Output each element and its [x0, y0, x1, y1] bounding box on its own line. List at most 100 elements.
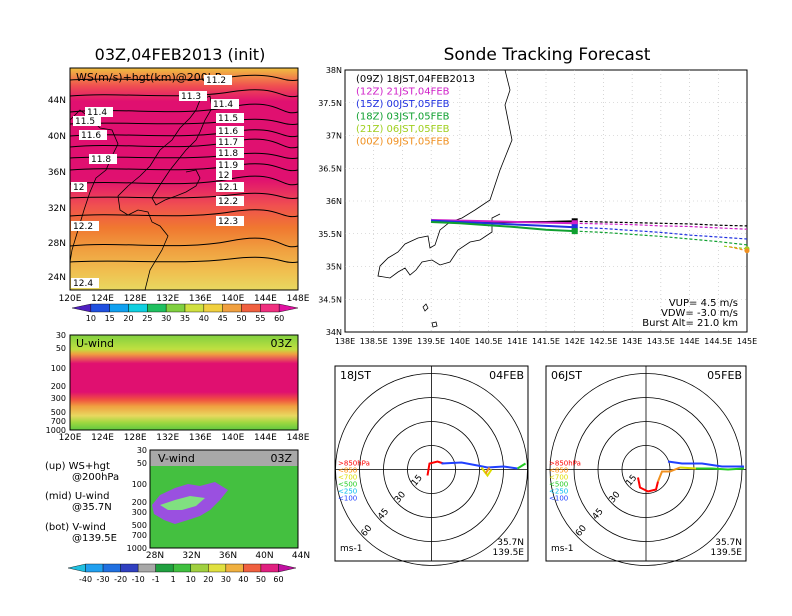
ws-colorbar-swatch — [147, 303, 167, 313]
tracking-annotation: VDW= -3.0 m/s — [661, 308, 738, 319]
wind-colorbar-tick: 10 — [186, 575, 196, 584]
wind-colorbar-tick: 60 — [273, 575, 283, 584]
lon-tick-label: 140E — [221, 433, 244, 443]
hodo-trace — [441, 461, 518, 470]
lon-tick-label: 139E — [392, 337, 412, 346]
hodo-level-label: <700 — [549, 474, 568, 482]
hodo-ring — [597, 421, 695, 518]
contour-label: 11.6 — [81, 131, 101, 141]
contour-label: 12 — [73, 183, 84, 193]
hodo-time: 06JST — [551, 369, 582, 382]
ws-colorbar-tick: 60 — [274, 314, 284, 323]
hodo-ring — [621, 445, 671, 494]
lat-tick-label: 37N — [326, 132, 342, 141]
lat-tick-label: 40N — [255, 551, 273, 561]
pressure-tick-label: 1000 — [46, 426, 66, 435]
contour-labels: 11.211.311.411.411.5 11.511.6 11.611.711.8… — [71, 75, 244, 289]
ws-colorbar-tick: 55 — [255, 314, 265, 323]
tracking-annotation: Burst Alt= 21.0 km — [642, 318, 738, 329]
tracking-lat-ticks: 38N 37.5N 37N 36.5N 36N 35.5N 35N 34.5N 34N — [318, 66, 342, 337]
contour-label: 12.3 — [218, 217, 238, 227]
lat-tick-label: 36N — [326, 197, 342, 206]
tracking-legend: (09Z) 18JST,04FEB2013(12Z) 21JST,04FEB(1… — [356, 74, 475, 148]
hodo-level-label: >850hPa — [549, 460, 581, 468]
tracking-grid — [345, 70, 747, 332]
lon-tick-label: 144.5E — [704, 337, 732, 346]
hodo-ring — [359, 397, 504, 542]
ws-panel-label: WS(m/s)+hgt(km)@200hPa — [76, 71, 228, 84]
legend-up-1: (up) WS+hgt — [45, 461, 110, 472]
tracking-map: 138E 138.5E 139E 139.5E 140E 140.5E 141E 141.5E… — [318, 66, 757, 346]
hodo-level-label: <100 — [549, 495, 568, 503]
track-line-dashed — [574, 230, 748, 246]
u-wind-lon-ticks: 120E 124E 128E 132E 136E 140E 144E 148E — [59, 433, 310, 443]
hodo-location: 35.7N — [715, 538, 742, 548]
track-line-dashed — [729, 246, 748, 252]
track-line-dashed — [723, 245, 748, 250]
burst-marker — [571, 228, 578, 235]
ws-hgt-map-panel: WS(m/s)+hgt(km)@200hPa 11.211.311.411.41… — [48, 67, 310, 304]
contour-label-bg — [216, 196, 244, 206]
height-contour-line — [69, 237, 299, 248]
ws-colorbar-swatch — [278, 303, 299, 313]
lon-tick-label: 138E — [335, 337, 355, 346]
lon-tick-labels: 120E 124E 128E 132E 136E 140E 144E 148E — [59, 294, 310, 304]
burst-marker — [571, 224, 578, 231]
lon-tick-label: 145E — [737, 337, 757, 346]
pressure-tick-label: 700 — [51, 417, 66, 426]
ws-map-frame — [69, 67, 299, 291]
pressure-tick-label: 50 — [56, 344, 66, 353]
lon-tick-label: 142E — [565, 337, 585, 346]
height-contour-line — [69, 209, 299, 218]
contour-label-bg — [211, 99, 239, 109]
lat-tick-label: 38N — [326, 66, 342, 75]
contour-label: 11.3 — [181, 92, 201, 102]
pressure-tick-label: 500 — [51, 408, 66, 417]
pressure-tick-label: 200 — [51, 382, 66, 391]
contour-label-bg — [216, 126, 244, 136]
hodo-trace — [484, 466, 491, 475]
hodo-trace — [696, 467, 745, 471]
lon-tick-label: 144E — [679, 337, 699, 346]
hodo-trace — [667, 460, 744, 468]
contour-label-bg — [216, 182, 244, 192]
hodo-level-label: <850 — [338, 467, 357, 475]
track-line-solid — [431, 221, 575, 233]
legend-mid-1: (mid) U-wind — [45, 491, 109, 502]
contour-label-bg — [79, 130, 107, 140]
ws-colorbar-tick: 25 — [142, 314, 152, 323]
v-wind-label: V-wind — [158, 452, 195, 465]
hodo-level-label: <100 — [338, 495, 357, 503]
height-contour-line — [69, 256, 299, 263]
track-line-solid — [431, 219, 575, 229]
legend-bot-2: @139.5E — [72, 533, 117, 544]
lat-tick-label: 36N — [48, 168, 66, 178]
pressure-tick-label: 200 — [132, 498, 147, 507]
contour-label-bg — [71, 278, 99, 288]
u-wind-field — [70, 335, 298, 430]
lon-tick-label: 132E — [156, 433, 179, 443]
lon-tick-label: 140E — [450, 337, 470, 346]
burst-marker — [571, 220, 578, 227]
height-contour-line — [69, 89, 299, 98]
pressure-tick-label: 300 — [51, 394, 66, 403]
track-legend-entry: (12Z) 21JST,04FEB — [356, 87, 450, 98]
ws-colorbar-tick: 20 — [123, 314, 133, 323]
lon-tick-label: 143E — [622, 337, 642, 346]
lon-tick-label: 120E — [59, 294, 82, 304]
lon-tick-label: 139.5E — [417, 337, 445, 346]
ws-colorbar-swatch — [241, 303, 261, 313]
lon-tick-label: 132E — [156, 294, 179, 304]
legend-bot-1: (bot) V-wind — [45, 522, 106, 533]
wind-colorbar-swatch — [260, 563, 279, 573]
ws-colorbar-tick: 30 — [161, 314, 171, 323]
ws-colorbar-swatch — [165, 303, 186, 313]
wind-colorbar-tick: 30 — [221, 575, 231, 584]
wind-colorbar-swatch — [278, 563, 297, 573]
v-wind-top-gray — [150, 450, 298, 466]
ws-colorbar-swatch — [71, 303, 92, 313]
contour-label: 12.4 — [73, 279, 93, 289]
lon-tick-label: 148E — [287, 294, 310, 304]
